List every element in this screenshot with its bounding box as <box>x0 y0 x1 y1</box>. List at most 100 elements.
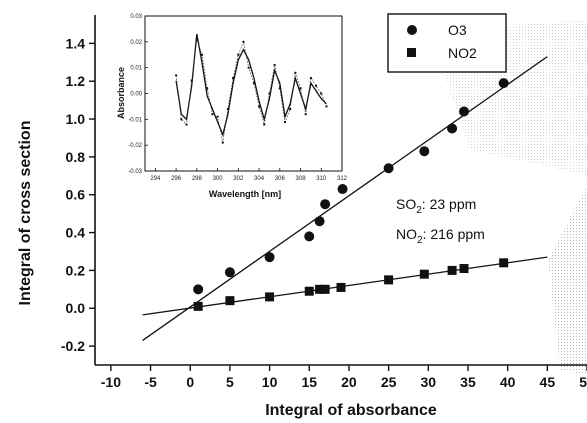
annotation-no2-main: NO <box>396 226 417 242</box>
inset-y-tick-label: -0.02 <box>128 143 142 149</box>
inset-x-tick-label: 304 <box>254 176 265 182</box>
inset-point <box>289 108 292 110</box>
annotation-no2-sub: 2 <box>417 235 423 246</box>
x-tick-label: 5 <box>226 374 234 390</box>
point-o3 <box>320 199 331 210</box>
inset-point <box>263 123 266 126</box>
inset-y-tick-label: 0.03 <box>130 14 142 20</box>
y-axis-title: Integral of cross section <box>17 121 34 306</box>
point-no2 <box>499 258 509 268</box>
inset-x-tick-label: 312 <box>337 176 348 182</box>
point-o3 <box>447 123 458 134</box>
inset-x-tick-label: 294 <box>150 176 161 182</box>
inset-point <box>226 108 229 110</box>
inset-x-tick-label: 306 <box>275 176 286 182</box>
point-o3 <box>459 106 469 117</box>
annotation-no2-rest: : 216 ppm <box>423 226 485 242</box>
main-data-points <box>193 78 509 311</box>
point-o3 <box>224 267 235 278</box>
y-tick-label: 1.2 <box>66 73 86 89</box>
point-no2 <box>265 292 275 302</box>
inset-x-tick-label: 300 <box>213 176 224 182</box>
inset-y-tick-label: -0.03 <box>128 169 142 175</box>
x-tick-label: 40 <box>500 374 516 390</box>
x-tick-label: 35 <box>460 374 476 390</box>
point-no2 <box>193 301 203 311</box>
x-tick-label: 10 <box>262 374 278 390</box>
inset-point <box>268 92 271 95</box>
annotation-so2-rest: : 23 ppm <box>422 196 476 212</box>
inset-point <box>278 87 281 90</box>
inset-x-tick-label: 298 <box>192 176 203 182</box>
point-o3 <box>498 78 509 89</box>
main-axis-ticks: -10 -5 0 5 10 15 20 25 30 35 40 45 50 -0.2 0.0 0.2 0.4 0.… <box>61 35 587 390</box>
point-o3 <box>419 146 430 157</box>
point-o3 <box>304 231 315 242</box>
inset-x-tick-label: 310 <box>316 176 327 182</box>
halftone-right-edge <box>548 185 587 375</box>
y-tick-label: 1.4 <box>66 35 86 51</box>
inset-point <box>299 87 302 90</box>
inset-point <box>304 113 307 116</box>
point-no2 <box>459 264 469 274</box>
point-no2 <box>419 269 429 279</box>
inset-point <box>232 77 235 79</box>
point-o3 <box>264 252 275 263</box>
x-tick-label: 20 <box>341 374 357 390</box>
inset-plot: 294 296 298 300 302 304 306 308 310 312 -0.03 -0.02… <box>116 14 348 199</box>
inset-y-title: Absorbance <box>116 67 126 119</box>
point-no2 <box>336 282 346 292</box>
annotation-so2-main: SO <box>396 196 416 212</box>
y-tick-label: 0.2 <box>66 262 86 278</box>
inset-point <box>237 53 240 56</box>
inset-point <box>211 113 214 116</box>
point-no2 <box>447 265 457 275</box>
inset-point <box>201 53 204 56</box>
inset-series-solid <box>175 33 327 137</box>
y-tick-label: 1.0 <box>66 111 86 127</box>
inset-point <box>320 92 323 95</box>
y-tick-label: 0.6 <box>66 187 86 203</box>
main-plot: -10 -5 0 5 10 15 20 25 30 35 40 45 50 -0.2 0.0 0.2 0.4 0.… <box>17 15 587 419</box>
inset-x-title: Wavelength [nm] <box>209 189 281 199</box>
annotation-so2-sub: 2 <box>416 205 422 216</box>
point-o3 <box>193 284 204 295</box>
legend-box <box>387 13 507 73</box>
inset-point <box>206 87 209 90</box>
point-o3 <box>337 184 348 195</box>
point-no2 <box>304 286 314 296</box>
inset-point <box>258 105 261 108</box>
x-tick-label: 30 <box>421 374 437 390</box>
inset-point <box>185 123 188 126</box>
inset-point <box>325 105 328 108</box>
inset-point <box>273 64 276 67</box>
x-tick-label: -5 <box>144 374 157 390</box>
point-o3 <box>383 163 394 174</box>
inset-y-tick-label: 0.02 <box>130 40 142 46</box>
inset-point <box>175 74 178 77</box>
x-tick-label: 45 <box>540 374 556 390</box>
y-tick-label: 0.8 <box>66 149 86 165</box>
inset-point <box>252 82 255 85</box>
inset-axis-ticks: 294 296 298 300 302 304 306 308 310 312 -0.03 -0.02… <box>128 14 347 182</box>
inset-point <box>309 77 312 79</box>
x-axis-title: Integral of absorbance <box>265 402 437 419</box>
legend-no2-label: NO2 <box>448 45 477 61</box>
point-no2 <box>315 284 325 294</box>
inset-y-tick-label: 0.00 <box>130 92 142 98</box>
x-tick-label: 15 <box>301 374 317 390</box>
annotation-no2: NO2: 216 ppm <box>396 226 485 246</box>
x-tick-label: -10 <box>101 374 121 390</box>
inset-point <box>216 115 219 118</box>
y-tick-label: 0.4 <box>66 225 86 241</box>
inset-point <box>242 40 245 43</box>
point-o3 <box>314 216 325 227</box>
inset-spectra <box>175 33 328 144</box>
inset-x-tick-label: 296 <box>171 176 182 182</box>
inset-point <box>221 141 224 144</box>
point-no2 <box>320 284 330 294</box>
x-tick-label: 0 <box>186 374 194 390</box>
inset-point <box>294 71 297 74</box>
y-tick-label: 0.0 <box>66 300 86 316</box>
